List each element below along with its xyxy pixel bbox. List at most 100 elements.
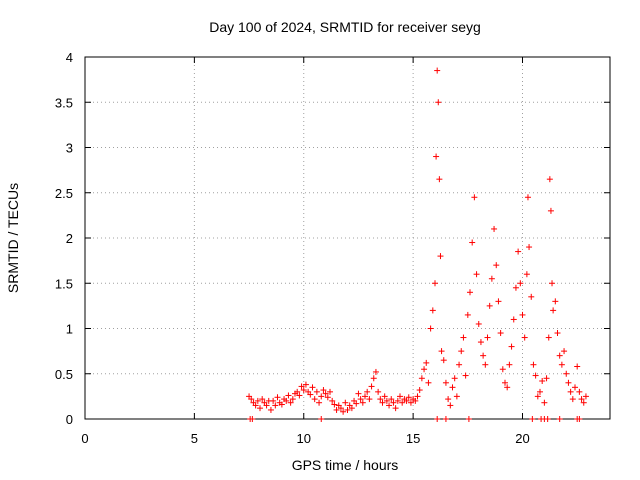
data-point	[491, 225, 498, 232]
data-point	[475, 320, 482, 327]
data-point	[316, 399, 323, 406]
data-point	[497, 330, 504, 337]
y-tick-label: 3.5	[55, 95, 73, 110]
data-point	[366, 396, 373, 403]
data-point	[311, 396, 318, 403]
data-point	[574, 363, 581, 370]
x-tick-label: 5	[191, 431, 198, 446]
data-point	[543, 375, 550, 382]
tick-label-layer: 0 5 10 15 20 0 0.5 1 1.5 2 2.5 3 3.5 4	[55, 50, 530, 446]
data-point	[467, 289, 473, 296]
data-point	[274, 394, 281, 401]
data-point	[534, 393, 541, 400]
y-tick-label: 2	[66, 231, 73, 246]
data-point	[532, 372, 539, 379]
data-point	[407, 399, 414, 406]
data-point	[530, 361, 537, 368]
data-point	[578, 396, 585, 403]
data-point	[521, 334, 528, 341]
data-point	[357, 396, 364, 403]
data-point	[425, 379, 432, 386]
data-point	[320, 387, 327, 394]
data-point	[447, 402, 454, 409]
data-points	[246, 67, 589, 422]
data-point	[283, 397, 290, 404]
data-point	[307, 391, 314, 398]
data-point	[359, 399, 366, 406]
data-point	[580, 399, 587, 406]
data-point	[510, 316, 517, 323]
data-point	[318, 393, 325, 400]
data-point	[523, 271, 530, 278]
data-point	[552, 298, 559, 305]
data-point	[362, 393, 368, 400]
data-point	[480, 352, 487, 359]
data-point	[556, 416, 563, 422]
data-point	[529, 416, 536, 422]
data-point	[386, 402, 393, 409]
data-point	[438, 348, 445, 355]
data-point	[377, 396, 384, 403]
y-axis-label: SRMTID / TECUs	[5, 183, 21, 293]
data-point	[565, 379, 572, 386]
data-point	[403, 397, 410, 404]
x-tick-label: 20	[515, 431, 529, 446]
data-point	[458, 348, 465, 355]
data-point	[558, 361, 565, 368]
data-point	[451, 375, 458, 382]
data-point	[442, 379, 449, 386]
data-point	[453, 393, 460, 400]
data-point	[318, 416, 325, 422]
data-point	[278, 401, 285, 408]
data-point	[582, 393, 589, 400]
data-point	[429, 307, 436, 314]
data-point	[465, 416, 472, 422]
data-point	[432, 280, 438, 287]
data-point	[524, 194, 531, 201]
y-tick-label: 4	[66, 50, 73, 65]
data-point	[370, 375, 377, 382]
data-point	[499, 366, 506, 373]
data-point	[517, 280, 524, 287]
data-point	[416, 387, 423, 394]
chart-title: Day 100 of 2024, SRMTID for receiver sey…	[209, 19, 481, 35]
data-point	[399, 399, 406, 406]
data-point	[313, 388, 320, 395]
data-point	[506, 361, 513, 368]
data-point	[379, 399, 386, 406]
data-point	[512, 284, 519, 291]
data-point	[309, 384, 316, 391]
data-point	[342, 399, 349, 406]
data-point	[257, 405, 263, 412]
data-point	[546, 176, 553, 183]
data-point	[254, 397, 261, 404]
data-point	[337, 405, 344, 412]
data-point	[249, 416, 256, 422]
data-point	[364, 388, 371, 395]
data-point	[322, 390, 329, 397]
data-point	[440, 357, 447, 364]
data-point	[567, 388, 574, 395]
data-point	[435, 99, 442, 106]
data-point	[331, 401, 338, 408]
data-point	[572, 384, 578, 391]
data-point	[267, 406, 274, 413]
data-point	[259, 396, 266, 403]
data-point	[519, 311, 526, 318]
y-tick-label: 2.5	[55, 186, 73, 201]
data-point	[442, 416, 449, 422]
data-point	[344, 406, 351, 413]
data-point	[414, 393, 421, 400]
data-point	[449, 384, 456, 391]
data-point	[285, 392, 292, 399]
y-tick-label: 3	[66, 141, 73, 156]
data-point	[287, 399, 294, 406]
data-point	[394, 397, 401, 404]
data-point	[495, 298, 502, 305]
data-point	[488, 275, 495, 282]
data-point	[421, 366, 428, 373]
data-point	[300, 387, 307, 394]
x-tick-label: 0	[81, 431, 88, 446]
data-point	[324, 394, 331, 401]
data-point	[302, 381, 309, 388]
